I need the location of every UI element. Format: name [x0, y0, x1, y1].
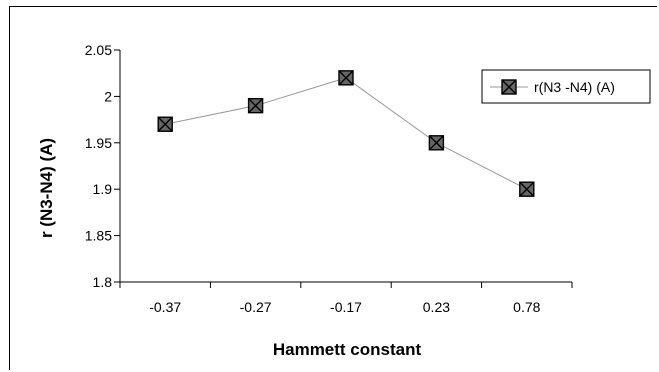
y-tick-label: 1.95	[85, 135, 112, 151]
series-line	[165, 77, 528, 190]
chart-frame	[9, 6, 657, 370]
y-tick-label: 1.85	[85, 228, 112, 244]
y-axis: 1.8 1.85 1.9 1.95 2 2.05	[85, 42, 121, 290]
data-point	[338, 70, 354, 86]
data-point	[157, 116, 173, 132]
x-tick-label: 0.23	[423, 299, 450, 315]
y-axis-label: r (N3-N4) (A)	[37, 138, 56, 238]
legend-label: r(N3 -N4) (A)	[534, 79, 615, 95]
y-tick-label: 1.9	[93, 181, 113, 197]
data-point	[428, 135, 445, 151]
x-tick-label: -0.17	[330, 299, 362, 315]
y-tick-label: 2	[104, 88, 112, 104]
y-tick-label: 2.05	[85, 42, 112, 58]
x-axis-label: Hammett constant	[273, 340, 422, 359]
x-tick-label: 0.78	[513, 299, 540, 315]
legend: r(N3 -N4) (A)	[481, 69, 651, 104]
data-point	[519, 181, 535, 197]
legend-marker-icon	[501, 79, 517, 95]
data-point	[247, 97, 264, 114]
x-axis: -0.37 -0.27 -0.17 0.23 0.78	[119, 281, 573, 315]
y-tick-label: 1.8	[93, 274, 113, 290]
x-tick-label: -0.37	[149, 299, 181, 315]
x-tick-label: -0.27	[240, 299, 272, 315]
series-group	[157, 70, 535, 197]
